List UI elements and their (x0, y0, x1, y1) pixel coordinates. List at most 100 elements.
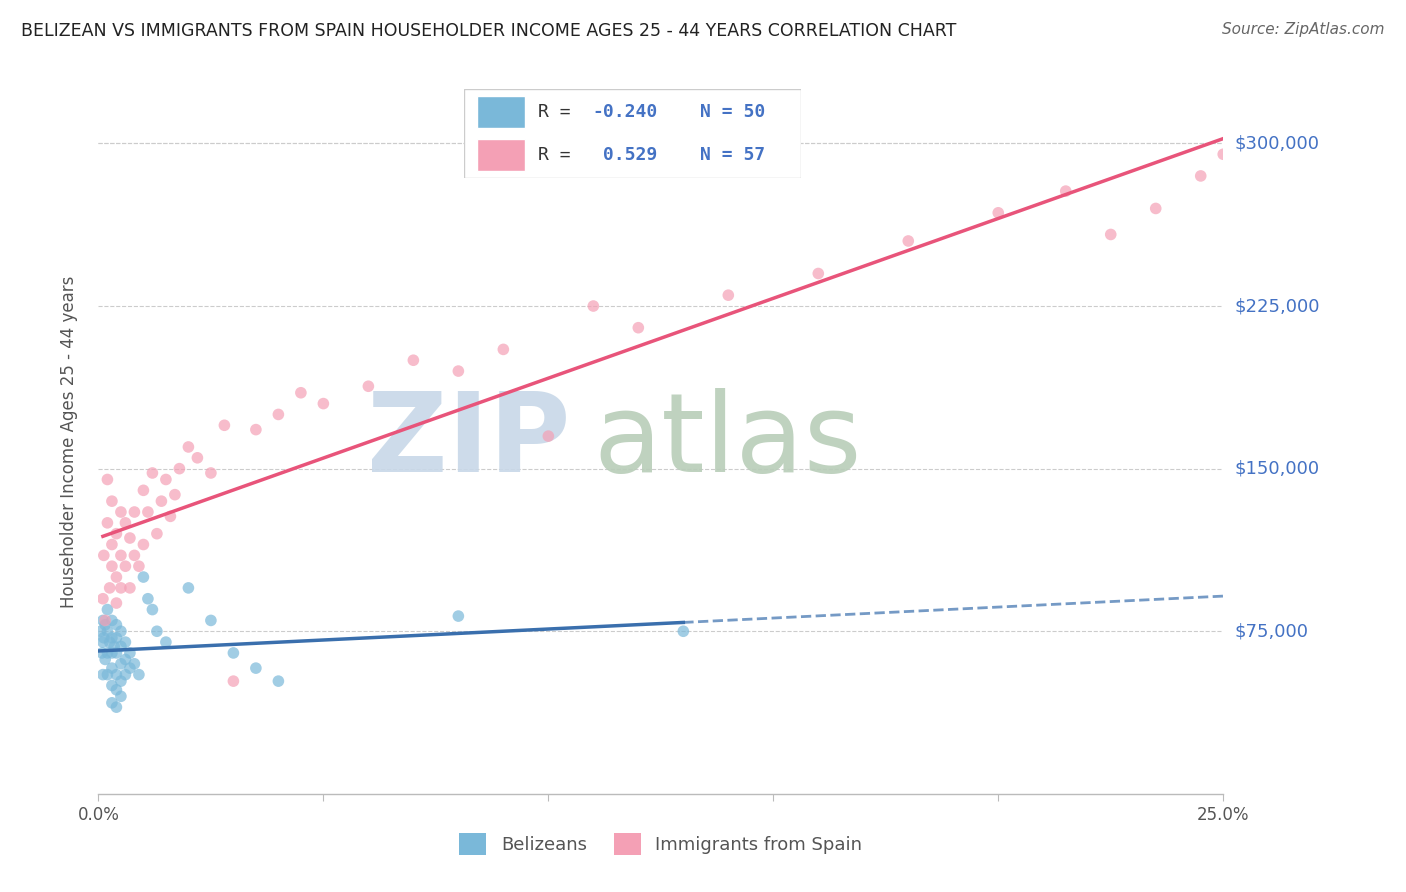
Point (1189, 169, 1212, 183)
Point (114, 667, 136, 681)
Point (146, 526, 169, 541)
Point (90, 624, 112, 639)
Point (114, 516, 136, 530)
Point (177, 440, 200, 454)
Point (105, 570, 128, 584)
Point (101, 494, 124, 508)
Point (94, 617, 117, 632)
Point (94, 614, 117, 628)
FancyBboxPatch shape (478, 96, 524, 128)
Point (91, 591, 114, 606)
Point (118, 646, 141, 660)
Point (118, 581, 141, 595)
Point (447, 364, 470, 378)
Text: ZIP: ZIP (367, 388, 571, 495)
Point (245, 423, 267, 437)
Text: $150,000: $150,000 (1234, 459, 1319, 477)
Point (105, 700, 128, 714)
FancyBboxPatch shape (464, 89, 801, 178)
Point (105, 667, 128, 681)
Point (105, 682, 128, 697)
Point (96, 667, 118, 681)
Point (155, 473, 177, 487)
Point (96, 473, 118, 487)
Text: $75,000: $75,000 (1234, 623, 1309, 640)
Point (91, 667, 114, 681)
Point (1212, 147, 1234, 161)
Point (141, 466, 163, 480)
Point (101, 537, 124, 551)
Point (141, 602, 163, 616)
Point (717, 288, 740, 302)
Point (582, 299, 605, 313)
Legend: Belizeans, Immigrants from Spain: Belizeans, Immigrants from Spain (451, 826, 870, 863)
Point (163, 488, 186, 502)
Point (222, 646, 245, 660)
Point (101, 614, 124, 628)
Point (897, 234, 920, 248)
Point (492, 343, 515, 357)
Point (987, 206, 1010, 220)
Point (103, 640, 125, 654)
Text: atlas: atlas (593, 388, 862, 495)
Point (1099, 227, 1122, 242)
Text: N = 50: N = 50 (700, 103, 765, 121)
Point (110, 549, 132, 563)
Point (101, 661, 124, 675)
Point (200, 614, 222, 628)
Point (94, 652, 117, 666)
FancyBboxPatch shape (478, 139, 524, 171)
Point (105, 596, 128, 610)
Point (96, 646, 118, 660)
Point (150, 494, 173, 508)
Point (110, 690, 132, 704)
Point (290, 385, 312, 400)
Point (101, 559, 124, 574)
Point (124, 505, 146, 519)
Point (110, 581, 132, 595)
Point (114, 652, 136, 666)
Point (267, 674, 290, 689)
Point (110, 624, 132, 639)
Text: N = 57: N = 57 (700, 146, 765, 164)
Point (627, 320, 650, 334)
Point (101, 678, 124, 692)
Point (114, 635, 136, 649)
Point (312, 396, 335, 410)
Point (402, 353, 425, 368)
Point (96, 602, 118, 616)
Y-axis label: Householder Income Ages 25 - 44 years: Householder Income Ages 25 - 44 years (59, 276, 77, 607)
Point (177, 581, 200, 595)
Point (96, 516, 118, 530)
Point (101, 696, 124, 710)
Text: Source: ZipAtlas.com: Source: ZipAtlas.com (1222, 22, 1385, 37)
Point (128, 667, 150, 681)
Point (110, 657, 132, 671)
Point (155, 635, 177, 649)
Point (159, 509, 181, 524)
Point (110, 505, 132, 519)
Point (357, 379, 380, 393)
Point (105, 631, 128, 645)
Point (146, 624, 169, 639)
Point (136, 591, 159, 606)
Point (214, 418, 236, 433)
Point (124, 657, 146, 671)
Text: BELIZEAN VS IMMIGRANTS FROM SPAIN HOUSEHOLDER INCOME AGES 25 - 44 YEARS CORRELAT: BELIZEAN VS IMMIGRANTS FROM SPAIN HOUSEH… (21, 22, 956, 40)
Point (136, 505, 159, 519)
Point (91, 614, 114, 628)
Point (200, 466, 222, 480)
Point (96, 624, 118, 639)
Point (1054, 184, 1077, 198)
Point (132, 570, 155, 584)
Point (105, 617, 128, 632)
Point (91, 635, 114, 649)
Point (245, 661, 267, 675)
Point (672, 624, 695, 639)
Text: R =: R = (538, 103, 582, 121)
Point (1144, 202, 1167, 216)
Point (110, 674, 132, 689)
Text: R =: R = (538, 146, 592, 164)
Point (114, 559, 136, 574)
Point (186, 450, 208, 465)
